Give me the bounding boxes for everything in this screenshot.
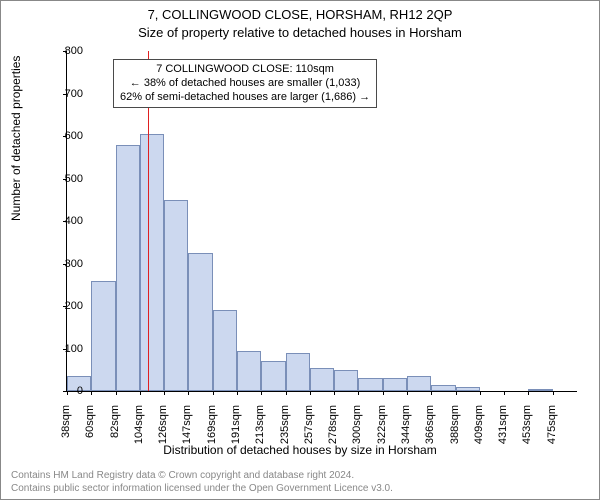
x-tick-mark	[456, 391, 457, 395]
x-tick-label: 235sqm	[279, 405, 291, 445]
x-tick-mark	[383, 391, 384, 395]
y-tick-label: 800	[43, 45, 83, 57]
histogram-bar	[116, 145, 140, 392]
x-tick-mark	[358, 391, 359, 395]
x-tick-mark	[528, 391, 529, 395]
x-tick-label: 257sqm	[303, 405, 315, 445]
x-tick-label: 104sqm	[133, 405, 145, 445]
x-tick-mark	[310, 391, 311, 395]
x-tick-mark	[480, 391, 481, 395]
x-tick-label: 213sqm	[254, 405, 266, 445]
x-tick-label: 366sqm	[424, 405, 436, 445]
y-tick-label: 600	[43, 130, 83, 142]
x-tick-mark	[261, 391, 262, 395]
x-tick-label: 475sqm	[546, 405, 558, 445]
x-axis-label: Distribution of detached houses by size …	[1, 443, 599, 457]
x-tick-mark	[164, 391, 165, 395]
x-tick-label: 126sqm	[157, 405, 169, 445]
x-tick-label: 191sqm	[230, 405, 242, 445]
x-tick-label: 82sqm	[109, 405, 121, 445]
histogram-bar	[140, 134, 164, 391]
histogram-bar	[213, 310, 237, 391]
histogram-bar	[310, 368, 334, 391]
histogram-bar	[91, 281, 115, 392]
annotation-box: 7 COLLINGWOOD CLOSE: 110sqm← 38% of deta…	[113, 59, 377, 108]
annotation-line: 7 COLLINGWOOD CLOSE: 110sqm	[120, 63, 370, 77]
y-tick-label: 400	[43, 215, 83, 227]
x-tick-mark	[140, 391, 141, 395]
histogram-bar	[407, 376, 431, 391]
x-tick-mark	[553, 391, 554, 395]
x-tick-label: 38sqm	[60, 405, 72, 445]
footer-line2: Contains public sector information licen…	[11, 483, 393, 494]
x-tick-mark	[431, 391, 432, 395]
x-tick-label: 431sqm	[497, 405, 509, 445]
y-tick-label: 700	[43, 88, 83, 100]
x-tick-mark	[286, 391, 287, 395]
histogram-bar	[188, 253, 212, 391]
chart-container: 7, COLLINGWOOD CLOSE, HORSHAM, RH12 2QP …	[0, 0, 600, 500]
x-tick-label: 147sqm	[181, 405, 193, 445]
histogram-bar	[431, 385, 455, 391]
x-tick-mark	[116, 391, 117, 395]
y-axis-label: Number of detached properties	[9, 56, 23, 221]
x-tick-label: 300sqm	[351, 405, 363, 445]
x-tick-label: 169sqm	[206, 405, 218, 445]
histogram-bar	[286, 353, 310, 391]
y-tick-label: 300	[43, 258, 83, 270]
histogram-bar	[358, 378, 382, 391]
chart-subtitle: Size of property relative to detached ho…	[1, 25, 599, 40]
x-tick-mark	[188, 391, 189, 395]
histogram-bar	[528, 389, 552, 391]
x-tick-mark	[504, 391, 505, 395]
x-tick-mark	[407, 391, 408, 395]
y-tick-label: 500	[43, 173, 83, 185]
histogram-bar	[456, 387, 480, 391]
histogram-bar	[334, 370, 358, 391]
x-tick-label: 409sqm	[473, 405, 485, 445]
x-tick-mark	[91, 391, 92, 395]
x-tick-label: 60sqm	[84, 405, 96, 445]
page-title: 7, COLLINGWOOD CLOSE, HORSHAM, RH12 2QP	[1, 7, 599, 22]
x-tick-label: 322sqm	[376, 405, 388, 445]
footer-attribution: Contains HM Land Registry data © Crown c…	[11, 470, 393, 495]
x-tick-mark	[334, 391, 335, 395]
y-tick-label: 200	[43, 300, 83, 312]
histogram-bar	[164, 200, 188, 391]
histogram-bar	[383, 378, 407, 391]
annotation-line: 62% of semi-detached houses are larger (…	[120, 91, 370, 105]
x-tick-label: 453sqm	[521, 405, 533, 445]
histogram-bar	[237, 351, 261, 391]
x-tick-label: 388sqm	[449, 405, 461, 445]
histogram-bar	[261, 361, 285, 391]
x-tick-mark	[213, 391, 214, 395]
x-tick-mark	[237, 391, 238, 395]
footer-line1: Contains HM Land Registry data © Crown c…	[11, 470, 354, 481]
annotation-line: ← 38% of detached houses are smaller (1,…	[120, 77, 370, 91]
x-tick-label: 278sqm	[327, 405, 339, 445]
y-tick-label: 0	[43, 385, 83, 397]
y-tick-label: 100	[43, 343, 83, 355]
x-tick-label: 344sqm	[400, 405, 412, 445]
